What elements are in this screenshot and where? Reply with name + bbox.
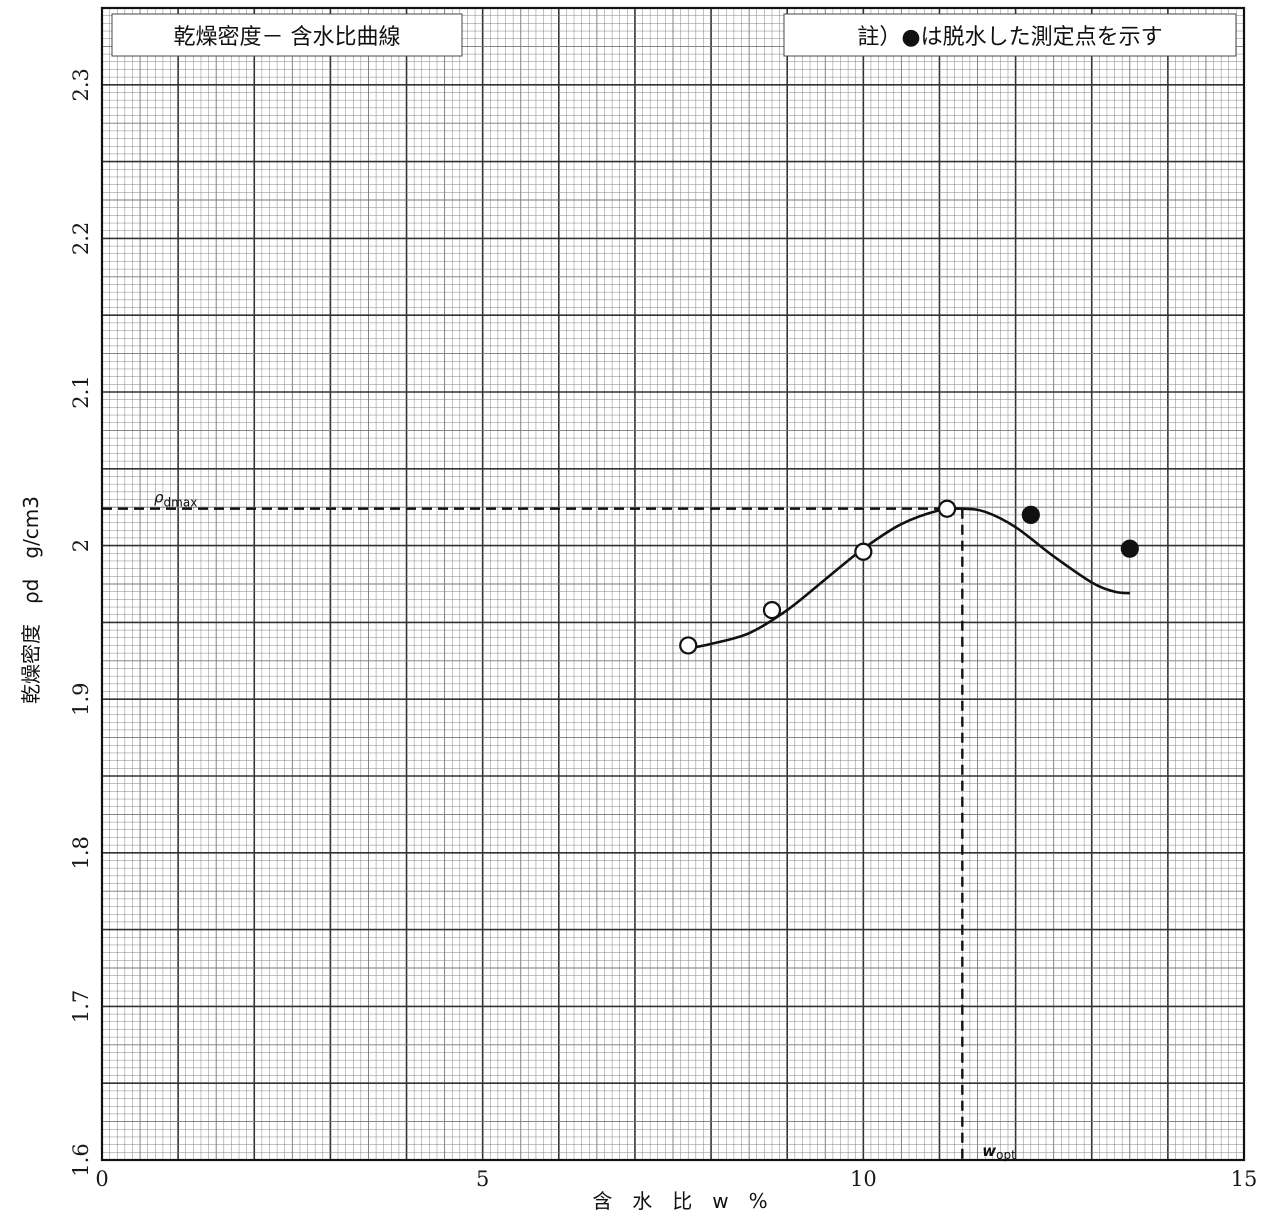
point-measured bbox=[854, 542, 873, 561]
chart-title: 乾燥密度－ 含水比曲線 bbox=[174, 25, 401, 50]
note-box bbox=[783, 13, 1237, 57]
y-tick-label: 1.8 bbox=[69, 836, 93, 869]
point-dewatered bbox=[1021, 505, 1040, 524]
y-tick-label: 1.7 bbox=[69, 990, 93, 1023]
title-box bbox=[111, 13, 463, 57]
y-tick-label: 2.2 bbox=[69, 222, 93, 255]
y-tick-label: 1.9 bbox=[69, 682, 93, 715]
y-axis-label: 乾燥密度 ρd g/cm3 bbox=[19, 496, 43, 704]
point-measured bbox=[679, 636, 698, 655]
y-tick-label: 1.6 bbox=[69, 1143, 93, 1176]
y-tick-label: 2.1 bbox=[69, 375, 93, 408]
x-tick-label: 5 bbox=[476, 1167, 489, 1191]
tick-labels: 0 5 10 15 1.6 1.7 1.8 1.9 2 2.1 2.2 2.3 bbox=[69, 68, 1257, 1191]
x-axis-label: 含 水 比 w % bbox=[592, 1189, 767, 1213]
y-tick-label: 2 bbox=[69, 539, 93, 552]
plot-frame bbox=[100, 6, 1246, 1162]
rho-dmax-subscript: dmax bbox=[164, 496, 198, 510]
x-tick-label: 15 bbox=[1231, 1167, 1258, 1191]
x-tick-label: 0 bbox=[95, 1167, 108, 1191]
w-opt-label: wopt bbox=[982, 1142, 1016, 1162]
point-measured bbox=[937, 499, 957, 518]
data-points bbox=[679, 499, 1139, 655]
point-measured bbox=[762, 601, 782, 620]
grid bbox=[100, 6, 1246, 1162]
point-dewatered bbox=[1120, 539, 1139, 558]
y-tick-label: 2.3 bbox=[69, 68, 93, 101]
x-tick-label: 10 bbox=[850, 1167, 877, 1191]
w-opt-subscript: opt bbox=[996, 1148, 1016, 1162]
chart-note: 註）●は脱水した測定点を示す bbox=[857, 25, 1162, 50]
